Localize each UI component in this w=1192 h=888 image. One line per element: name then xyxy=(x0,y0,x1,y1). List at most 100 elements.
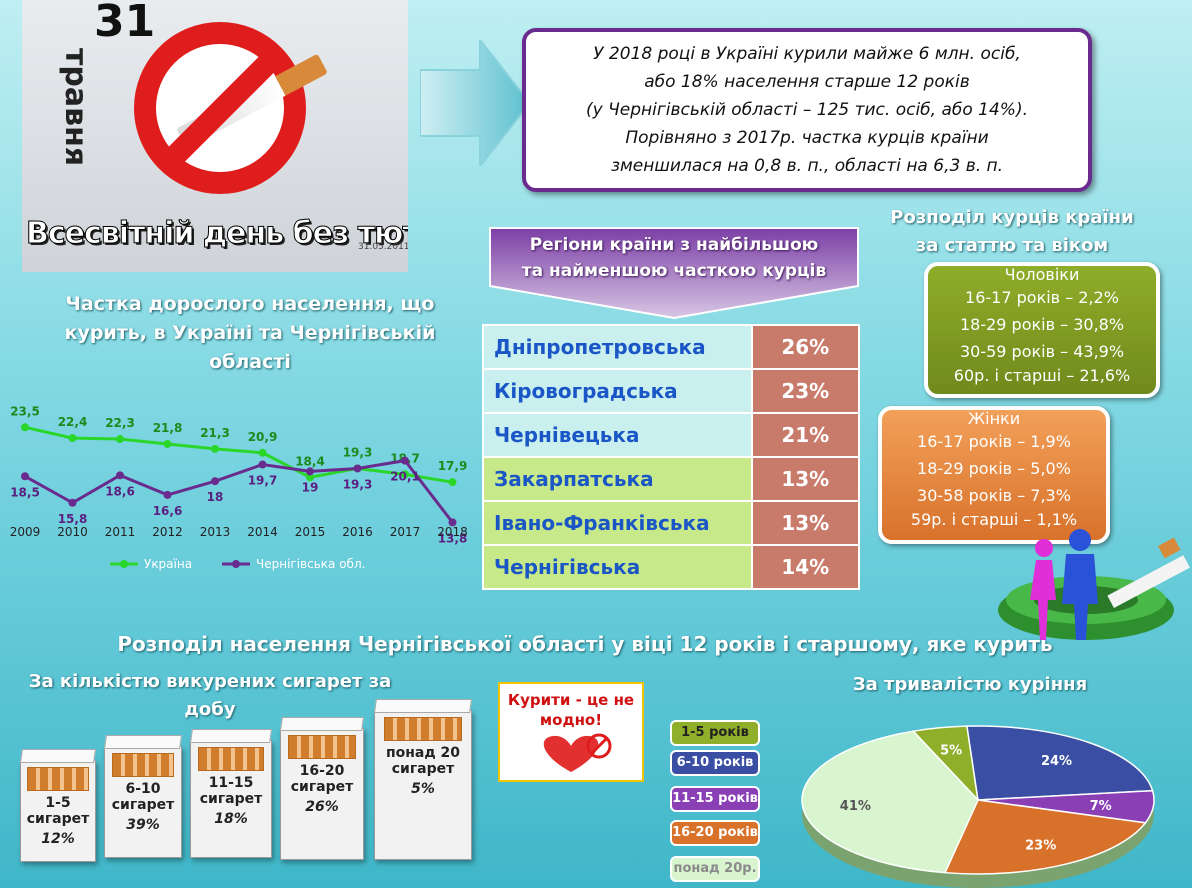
data-point xyxy=(116,471,124,480)
region-value: 14% xyxy=(750,544,861,590)
data-point xyxy=(258,460,267,469)
pack-count: 16-20 xyxy=(299,763,345,779)
cigarettes-icon xyxy=(198,747,264,771)
region-row: Дніпропетровська 26% xyxy=(482,324,861,370)
region-name: Івано-Франківська xyxy=(482,500,753,546)
cigarette-pack: 1-5 сигарет 12% xyxy=(20,749,96,862)
tick-label: 2011 xyxy=(105,525,136,539)
men-row: 30-59 років – 43,9% xyxy=(959,342,1125,361)
tick-label: 2016 xyxy=(342,525,373,539)
region-name: Кіровоградська xyxy=(482,368,753,414)
pie-slice xyxy=(966,725,1154,801)
data-label: 18,5 xyxy=(10,485,40,499)
data-point xyxy=(163,490,172,499)
pack-count: 11-15 xyxy=(208,775,254,791)
facts-line-1: У 2018 році в Україні курили майже 6 млн… xyxy=(593,44,1021,64)
data-label: 18,4 xyxy=(295,454,325,468)
cigarette-pack: 16-20 сигарет 26% xyxy=(280,717,364,860)
pack-unit: сигарет xyxy=(290,779,354,795)
regions-banner xyxy=(489,227,859,320)
pack-lid xyxy=(374,699,472,713)
men-row: 16-17 років – 2,2% xyxy=(965,288,1119,307)
tick-label: 2013 xyxy=(200,525,231,539)
data-point xyxy=(211,444,219,453)
data-point xyxy=(353,464,362,473)
region-row: Закарпатська 13% xyxy=(482,456,861,502)
gender-title-2: за статтю та віком xyxy=(915,235,1109,256)
women-row: 30-58 років – 7,3% xyxy=(917,486,1071,505)
pack-unit: сигарет xyxy=(199,791,263,807)
data-label: 21,3 xyxy=(200,426,230,440)
data-point xyxy=(21,423,29,432)
region-row: Чернігівська 14% xyxy=(482,544,861,590)
data-label: 20,9 xyxy=(248,430,278,444)
pack-lid xyxy=(280,717,364,731)
heart-icon xyxy=(543,733,612,772)
pie-legend-chip: 6-10 років xyxy=(670,750,760,776)
tick-label: 2010 xyxy=(57,525,88,539)
duration-title: За тривалістю куріння xyxy=(852,674,1088,695)
pack-lid xyxy=(190,729,272,743)
data-label: 19,3 xyxy=(343,477,373,491)
cigarettes-icon xyxy=(288,735,356,759)
data-label: 13,8 xyxy=(438,531,468,545)
pack-percent: 12% xyxy=(41,831,75,847)
pack-lid xyxy=(20,749,96,763)
data-point xyxy=(448,518,457,527)
region-row: Івано-Франківська 13% xyxy=(482,500,861,546)
legend-marker xyxy=(120,560,128,568)
data-label: 22,4 xyxy=(58,415,88,429)
data-point xyxy=(21,472,29,481)
data-label: 20,1 xyxy=(390,470,420,484)
region-row: Кіровоградська 23% xyxy=(482,368,861,414)
pie-slice xyxy=(801,730,979,874)
data-label: 18 xyxy=(207,490,224,504)
men-row: 18-29 років – 30,8% xyxy=(959,315,1125,334)
line-chart-title: Частка дорослого населення, що курить, в… xyxy=(40,290,460,377)
gender-title: Розподіл курців країни за статтю та віко… xyxy=(864,204,1160,260)
men-label: Чоловіки xyxy=(1004,265,1080,284)
pack-unit: сигарет xyxy=(111,797,175,813)
pack-unit: сигарет xyxy=(391,761,455,777)
data-label: 23,5 xyxy=(10,404,40,418)
pack-percent: 26% xyxy=(305,799,339,815)
region-value: 13% xyxy=(750,456,861,502)
tick-label: 2018 xyxy=(437,525,468,539)
region-value: 23% xyxy=(750,368,861,414)
notice-card: Курити - це не модно! xyxy=(498,682,644,782)
data-point xyxy=(448,478,457,487)
facts-line-5: зменшилася на 0,8 в. п., області на 6,3 … xyxy=(610,156,1004,176)
data-point xyxy=(211,477,219,486)
pie-label: 24% xyxy=(1041,754,1072,769)
data-point xyxy=(401,470,409,479)
data-point xyxy=(401,456,409,465)
regions-table: Дніпропетровська 26% Кіровоградська 23% Черн… xyxy=(482,324,861,590)
data-label: 15,8 xyxy=(58,512,88,526)
pie-legend-chip: понад 20р. xyxy=(670,856,760,882)
women-label: Жінки xyxy=(967,409,1021,428)
tick-label: 2015 xyxy=(295,525,326,539)
gender-title-1: Розподіл курців країни xyxy=(890,207,1134,228)
poster-image: 31 травня Всесвітній день без тютюну 31.… xyxy=(22,0,408,272)
region-name: Дніпропетровська xyxy=(482,324,753,370)
cigarettes-title-2: добу xyxy=(184,699,236,720)
pie-legend-chip: 1-5 років xyxy=(670,720,760,746)
region-name: Чернівецька xyxy=(482,412,753,458)
data-point xyxy=(116,435,124,444)
cigarettes-icon xyxy=(111,753,175,777)
series-line xyxy=(24,425,453,484)
data-point xyxy=(258,448,267,457)
regions-title-2: та найменшою часткою курців xyxy=(521,261,827,281)
cigarette-pack: понад 20 сигарет 5% xyxy=(374,699,472,860)
region-value: 13% xyxy=(750,500,861,546)
facts-line-3: (у Чернігівській області – 125 тис. осіб… xyxy=(585,100,1029,120)
line-chart-title-1: Частка дорослого населення, що xyxy=(65,293,435,315)
notice-text-2: модно! xyxy=(539,711,603,729)
pack-count: 1-5 xyxy=(45,795,71,811)
series-line xyxy=(24,458,454,524)
line-chart-title-2: курить, в Україні та Чернігівській xyxy=(64,322,436,344)
pack-lid xyxy=(104,735,182,749)
bottom-title: Розподіл населення Чернігівської області… xyxy=(117,632,1053,656)
data-label: 19 xyxy=(302,480,319,494)
data-point xyxy=(68,434,77,443)
